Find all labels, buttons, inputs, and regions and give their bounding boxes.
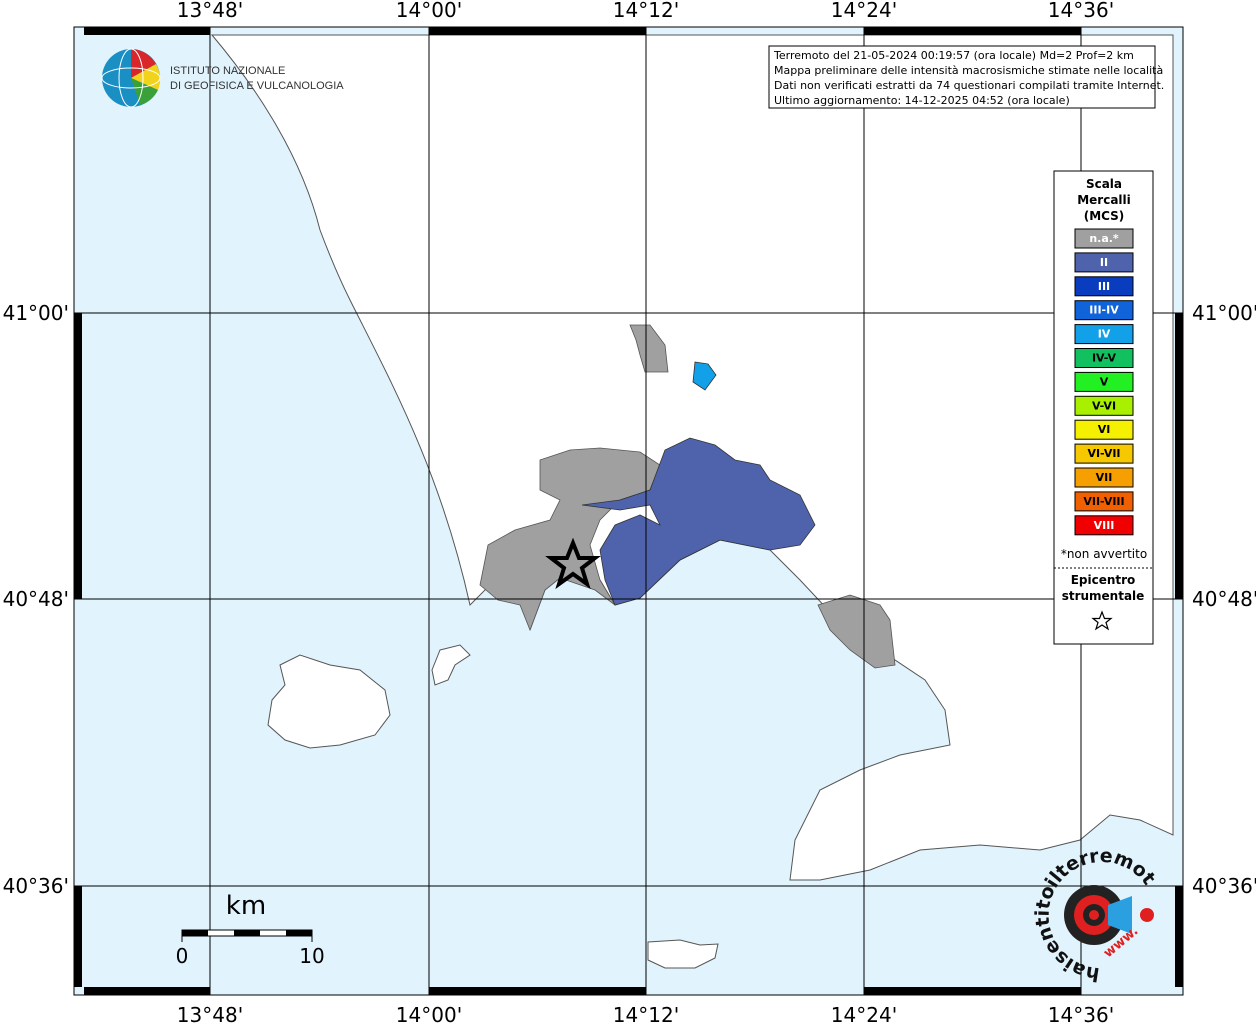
longitude-label: 14°00' xyxy=(396,0,462,22)
island-procida xyxy=(431,644,471,686)
logo-text: ISTITUTO NAZIONALE xyxy=(170,65,285,77)
legend-swatch xyxy=(1074,395,1134,416)
legend-title: (MCS) xyxy=(1084,209,1125,223)
longitude-label: 13°48' xyxy=(177,1003,243,1024)
area-na-east xyxy=(817,594,896,669)
area-iv xyxy=(692,361,717,391)
latitude-label: 40°48' xyxy=(3,587,69,611)
legend-note: *non avvertito xyxy=(1061,547,1147,561)
info-line: Mappa preliminare delle intensità macros… xyxy=(774,64,1163,77)
longitude-label: 14°12' xyxy=(613,0,679,22)
legend-label: VIII xyxy=(1094,519,1115,532)
scale-unit: km xyxy=(226,891,266,921)
scale-start: 0 xyxy=(176,944,189,968)
legend-swatch xyxy=(1074,228,1134,249)
legend-label: VI xyxy=(1098,423,1111,436)
legend-label: IV xyxy=(1098,328,1111,341)
latitude-label: 40°36' xyxy=(3,874,69,898)
legend-label: VII-VIII xyxy=(1083,495,1124,508)
legend-swatch xyxy=(1074,324,1134,345)
legend-swatch xyxy=(1074,371,1134,392)
scale-bar xyxy=(181,929,313,942)
legend-swatch xyxy=(1074,491,1134,512)
island-capri xyxy=(647,939,719,969)
site-logo xyxy=(1064,885,1154,945)
area-ii xyxy=(581,437,816,606)
legend-label: III-IV xyxy=(1089,304,1119,317)
info-box xyxy=(768,45,1156,109)
legend-swatch xyxy=(1074,443,1134,464)
legend-swatch xyxy=(1074,348,1134,368)
legend-label: V xyxy=(1100,375,1109,388)
area-na-north xyxy=(629,324,669,373)
latitude-label: 41°00' xyxy=(1192,301,1256,325)
latitude-label: 40°48' xyxy=(1192,587,1256,611)
legend-label: n.a.* xyxy=(1089,232,1119,245)
logo-text: DI GEOFISICA E VULCANOLOGIA xyxy=(170,80,344,92)
epicenter-star xyxy=(545,537,601,590)
longitude-label: 14°12' xyxy=(613,1003,679,1024)
longitude-label: 14°36' xyxy=(1048,1003,1114,1024)
info-line: Terremoto del 21-05-2024 00:19:57 (ora l… xyxy=(773,49,1134,62)
scale-end: 10 xyxy=(299,944,324,968)
legend-swatch xyxy=(1074,419,1134,440)
legend-swatch xyxy=(1074,515,1134,536)
longitude-label: 14°24' xyxy=(831,1003,897,1024)
legend-swatch xyxy=(1074,276,1134,297)
latitude-label: 41°00' xyxy=(3,301,69,325)
latitude-label: 40°36' xyxy=(1192,874,1256,898)
legend-label: VII xyxy=(1096,471,1113,484)
legend-title: Scala xyxy=(1086,177,1122,191)
longitude-label: 14°36' xyxy=(1048,0,1114,22)
longitude-label: 14°00' xyxy=(396,1003,462,1024)
legend-label: VI-VII xyxy=(1087,447,1120,460)
legend-label: II xyxy=(1100,256,1108,269)
area-na xyxy=(479,447,661,632)
grid xyxy=(74,27,1183,995)
ingv-logo: ISTITUTO NAZIONALE DI GEOFISICA E VULCAN… xyxy=(101,48,344,108)
legend-title: Mercalli xyxy=(1077,193,1131,207)
longitude-label: 14°24' xyxy=(831,0,897,22)
info-line: Dati non verificati estratti da 74 quest… xyxy=(774,79,1164,92)
legend-epicenter: Epicentro xyxy=(1071,573,1136,587)
legend-epicenter: strumentale xyxy=(1062,589,1145,603)
info-line: Ultimo aggiornamento: 14-12-2025 04:52 (… xyxy=(774,94,1070,107)
legend-swatch xyxy=(1074,300,1134,321)
island-ischia xyxy=(267,654,391,749)
frame xyxy=(73,26,1184,996)
legend-label: IV-V xyxy=(1092,352,1117,365)
longitude-label: 13°48' xyxy=(177,0,243,22)
legend-label: III xyxy=(1098,280,1110,293)
legend-star xyxy=(1091,610,1113,631)
legend-label: V-VI xyxy=(1092,399,1116,412)
legend-swatch xyxy=(1074,467,1134,488)
legend-swatch xyxy=(1074,252,1134,273)
